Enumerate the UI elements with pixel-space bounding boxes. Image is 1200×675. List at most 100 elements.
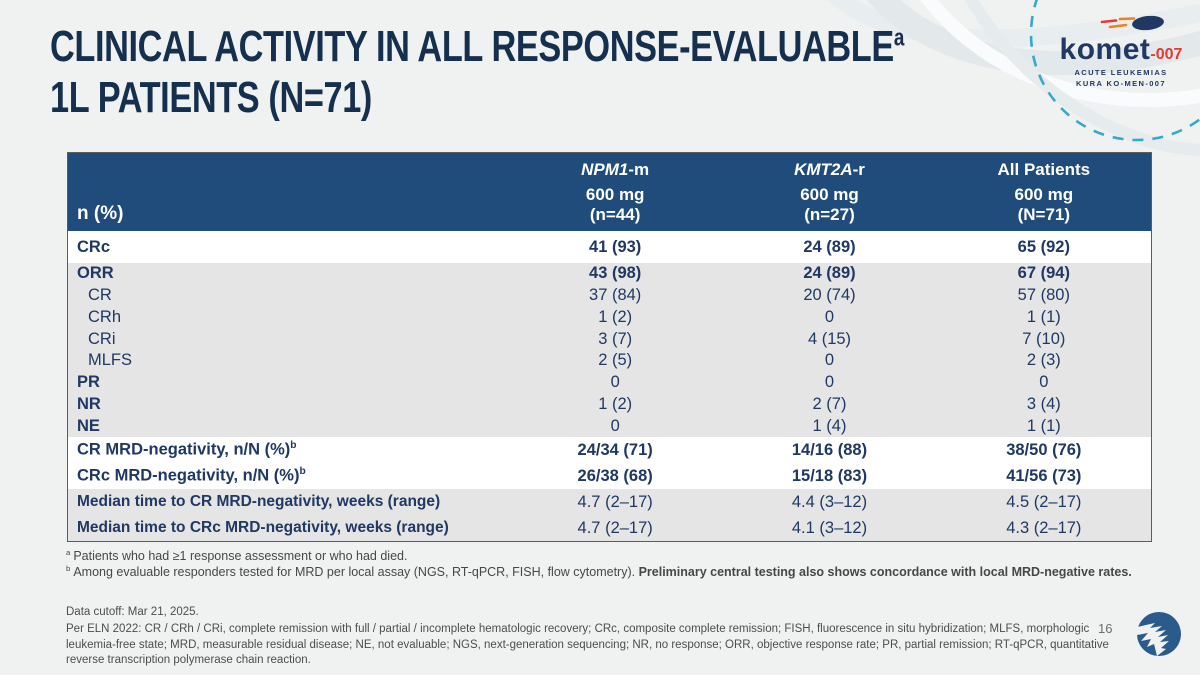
row-label: CR MRD-negativity, n/N (%)b [77,440,297,459]
cell-value: 0 [610,416,620,435]
table-row: PR 0 0 0 [68,371,1151,394]
row-label: Median time to CRc MRD-negativity, weeks… [77,519,449,536]
cell-value: 1 (1) [1026,307,1061,326]
cell-value: 4 (15) [807,329,852,348]
footnote-a-marker: a [66,548,71,557]
table-row: NR 1 (2) 2 (7) 3 (4) [68,393,1151,416]
cell-value: 67 (94) [1017,264,1070,283]
cell-value: 0 [1039,373,1049,392]
row-label: NR [77,394,101,413]
page-title: CLINICAL ACTIVITY IN ALL RESPONSE-EVALUA… [50,22,970,123]
row-label: CR [88,286,112,305]
row-label: CRh [88,307,122,326]
cell-value: 65 (92) [1017,237,1070,256]
cell-value: 24/34 (71) [577,440,653,459]
cell-value: 2 (3) [1026,351,1061,370]
cell-value: 43 (98) [589,264,642,283]
footnote-b: b Among evaluable responders tested for M… [66,564,1154,580]
title-line-2: 1L PATIENTS (N=71) [50,72,372,122]
row-label: CRc [77,237,111,256]
cell-value: 41/56 (73) [1006,466,1082,485]
footnote-b-bold-text: Preliminary central testing also shows c… [638,565,1132,580]
table-body: CRc 41 (93) 24 (89) 65 (92) ORR 43 (98) 24 (89… [68,231,1151,541]
abbreviation-definitions: Per ELN 2022: CR / CRh / CRi, complete r… [66,623,1109,667]
logo-tagline-2: KURA KO-MEN-007 [1076,79,1166,89]
cell-value: 24 (89) [803,264,856,283]
footnote-b-marker: b [66,564,71,574]
cell-value: 4.1 (3–12) [791,518,868,537]
cell-value: 0 [824,373,835,392]
cell-value: 4.4 (3–12) [791,492,868,511]
row-label: Median time to CR MRD-negativity, weeks … [77,493,441,510]
table-row: CRi 3 (7) 4 (15) 7 (10) [68,328,1151,350]
row-label: MLFS [88,351,133,370]
row-label: ORR [77,264,114,283]
table-row: CRh 1 (2) 0 1 (1) [68,306,1151,329]
cell-value: 20 (74) [803,286,856,305]
cell-value: 1 (4) [812,416,847,435]
footnote-a-text: Patients who had ≥1 response assessment … [73,549,408,564]
column-group-label: All Patients [997,160,1091,179]
cell-value: 4.3 (2–17) [1006,518,1082,537]
cell-value: 2 (7) [812,394,847,413]
comet-icon [1100,15,1164,31]
table-row: CRc 41 (93) 24 (89) 65 (92) [68,231,1151,263]
logo-suffix: -007 [1150,46,1183,63]
cell-value: 41 (93) [589,237,642,256]
row-label: CRi [88,329,116,348]
cell-value: 24 (89) [803,237,856,256]
cell-value: 0 [610,373,620,392]
cell-value: 0 [824,351,835,370]
row-label: PR [77,373,100,392]
cell-value: 0 [824,307,835,326]
row-label: CRc MRD-negativity, n/N (%)b [77,466,306,485]
cell-value: 14/16 (88) [791,440,868,459]
data-cutoff: Data cutoff: Mar 21, 2025. [66,606,199,618]
cell-value: 3 (7) [598,329,633,348]
footnote-b-text: Among evaluable responders tested for MR… [73,565,639,580]
table-row: CR MRD-negativity, n/N (%)b 24/34 (71) 14/… [68,437,1151,463]
cell-value: 1 (1) [1026,416,1061,435]
title-line-1: CLINICAL ACTIVITY IN ALL RESPONSE-EVALUA… [50,22,894,71]
table-row: MLFS 2 (5) 0 2 (3) [68,350,1151,372]
table-row: CR 37 (84) 20 (74) 57 (80) [68,284,1151,307]
table-row: ORR 43 (98) 24 (89) 67 (94) [68,263,1151,285]
cell-value: 4.5 (2–17) [1006,492,1082,511]
cell-value: 1 (2) [598,307,633,326]
footnotes: a Patients who had ≥1 response assessment… [66,548,1154,581]
komet-logo: komet-007 ACUTE LEUKEMIAS KURA KO-MEN-00… [1052,15,1190,90]
cell-value: 4.7 (2–17) [577,492,653,511]
title-footnote-marker: a [893,24,904,52]
column-group-label: KMT2A-r [794,160,865,179]
column-dose-label: 600 mg (n=27) [800,184,859,224]
footnote-a: a Patients who had ≥1 response assessment… [66,548,1154,564]
cell-value: 3 (4) [1026,394,1061,413]
logo-name: komet [1059,33,1151,66]
cell-value: 57 (80) [1017,286,1070,305]
cell-value: 1 (2) [598,394,633,413]
logo-tagline-1: ACUTE LEUKEMIAS [1074,68,1168,77]
kura-globe-icon [1137,612,1181,656]
results-table: n (%) NPM1-m 600 mg (n=44) KMT2A-r 600 mg (n=… [67,152,1152,542]
column-header: All Patients 600 mg (N=71) [937,153,1151,231]
table-header: n (%) NPM1-m 600 mg (n=44) KMT2A-r 600 mg (n=… [68,153,1151,231]
cell-value: 2 (5) [598,351,633,370]
column-header: KMT2A-r 600 mg (n=27) [722,153,936,231]
logo-wordmark: komet-007 [1052,18,1190,65]
cell-value: 15/18 (83) [791,466,868,485]
table-row: CRc MRD-negativity, n/N (%)b 26/38 (68) 15… [68,463,1151,489]
cell-value: 7 (10) [1022,329,1066,348]
column-dose-label: 600 mg (n=44) [585,184,645,224]
page-number: 16 [1098,621,1113,636]
column-dose-label: 600 mg (N=71) [1014,184,1074,224]
cell-value: 37 (84) [589,286,642,305]
cell-value: 4.7 (2–17) [577,518,653,537]
column-header-n-pct: n (%) [77,203,124,224]
table-row: NE 0 1 (4) 1 (1) [68,415,1151,437]
column-header: NPM1-m 600 mg (n=44) [508,153,722,231]
cell-value: 26/38 (68) [577,466,653,485]
table-row: Median time to CR MRD-negativity, weeks … [68,489,1151,515]
footer: Data cutoff: Mar 21, 2025. Per ELN 2022:… [66,605,1112,669]
cell-value: 38/50 (76) [1006,440,1082,459]
